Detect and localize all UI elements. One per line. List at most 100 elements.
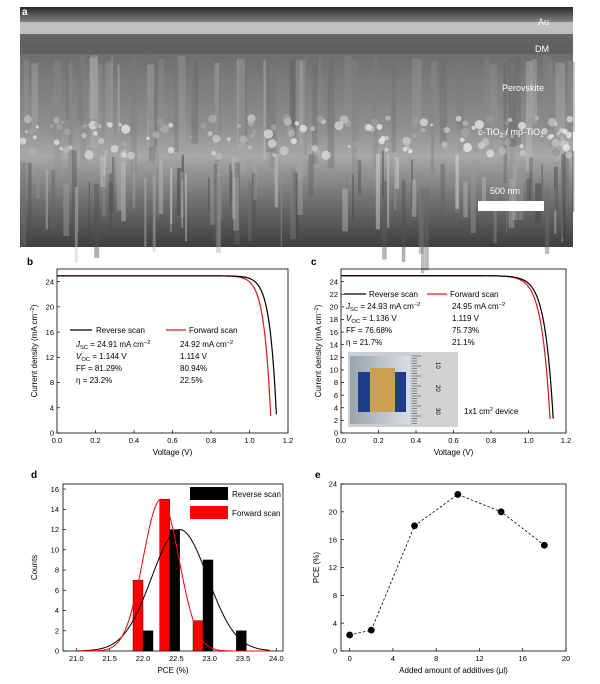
histogram-bar [192, 620, 204, 652]
sem-particle [456, 143, 464, 151]
sem-grain-streak [344, 55, 352, 116]
sem-particle [81, 124, 86, 130]
sem-particle [49, 123, 54, 129]
sem-particle [553, 122, 558, 127]
x-tick-label: 0.0 [52, 436, 62, 445]
sem-column-streak [213, 163, 218, 244]
scale-bar-label: 500 nm [490, 186, 520, 196]
sem-column-streak [88, 181, 90, 238]
sem-particle [287, 130, 295, 138]
sem-particle [92, 130, 98, 136]
metric-reverse: VOC = 1.144 V [76, 352, 127, 363]
y-axis-label: Counts [30, 555, 39, 580]
sem-particle [504, 121, 510, 126]
sem-particle [402, 136, 411, 146]
sem-particle [371, 118, 379, 127]
sem-grain-streak [130, 55, 137, 173]
sem-particle [251, 128, 258, 135]
sem-column-streak [117, 161, 122, 211]
sem-particle [215, 152, 223, 161]
sem-grain-streak [567, 60, 574, 150]
x-tick-label: 0.6 [448, 436, 458, 445]
sem-column-streak [21, 162, 27, 247]
sem-particle [84, 150, 94, 160]
sem-column-streak [94, 183, 100, 258]
sem-column-streak [529, 157, 533, 211]
panel-a: a Au DM Perovskite c-TiO2 / mp-TiO2 500 … [19, 7, 576, 274]
plot-frame [56, 268, 289, 434]
sem-particle [97, 124, 102, 129]
sem-particle [250, 134, 254, 138]
legend-forward-scan: Forward scan [232, 509, 280, 518]
sem-column-streak [381, 150, 384, 197]
sem-particle [19, 137, 27, 145]
sem-grain-streak [293, 59, 296, 124]
y-tick-label: 0 [50, 429, 54, 438]
y-tick-label: 16 [329, 535, 337, 544]
sem-column-streak [102, 176, 106, 217]
sem-particle [558, 141, 565, 147]
sem-particle [560, 136, 565, 141]
sem-column-streak [375, 153, 380, 230]
sem-grain-streak [149, 60, 158, 150]
sem-particle [498, 146, 507, 155]
sem-column-streak [342, 188, 348, 232]
sem-column-streak [352, 174, 354, 219]
sem-column-streak [297, 155, 303, 216]
y-tick-label: 8 [333, 591, 337, 600]
sem-particle [474, 120, 484, 130]
y-tick-label: 12 [51, 525, 59, 534]
x-tick-label: 16 [519, 654, 527, 663]
sem-particle [510, 134, 514, 139]
sem-particle [167, 146, 175, 154]
sem-grain-streak [265, 59, 276, 153]
sem-grain-streak [327, 58, 335, 169]
sem-particle [311, 145, 318, 152]
sem-column-streak [101, 154, 104, 191]
sem-particle [367, 124, 373, 130]
sem-column-streak [411, 179, 417, 217]
y-tick-label: 6 [334, 391, 338, 400]
sem-grain-streak [326, 58, 329, 132]
sem-particle [121, 124, 131, 134]
y-tick-label: 4 [334, 403, 338, 412]
sem-grain-streak [23, 59, 29, 125]
y-tick-label: 4 [55, 606, 59, 615]
x-tick-label: 21.0 [69, 654, 84, 663]
x-axis-label: Added amount of additives (µl) [399, 666, 508, 675]
sem-particle [97, 137, 105, 145]
sem-particle [247, 144, 253, 150]
sem-particle [118, 146, 125, 153]
sem-particle [59, 146, 63, 151]
sem-column-streak [440, 163, 445, 225]
sem-particle [272, 153, 276, 157]
metric-reverse: JSC = 24.91 mA cm−2 [75, 340, 150, 351]
sem-column-streak [109, 173, 112, 232]
data-point [540, 541, 548, 549]
sem-column-streak [420, 189, 425, 274]
sem-column-streak [563, 152, 569, 198]
sem-column-streak [157, 152, 159, 218]
sem-grain-streak [373, 55, 378, 169]
histogram-bar [169, 529, 180, 652]
sem-particle [412, 133, 416, 138]
sem-column-streak [357, 160, 362, 196]
device-size-label: 1x1 cm2 device [464, 407, 519, 416]
sem-particle [189, 135, 193, 139]
x-tick-label: 0.6 [167, 436, 177, 445]
sem-column-streak [561, 153, 566, 238]
sem-grain-streak [263, 60, 267, 160]
x-tick-label: 0.2 [90, 436, 100, 445]
y-tick-label: 0 [333, 647, 337, 656]
sem-grain-streak [94, 64, 102, 142]
sem-grain-streak [237, 57, 246, 176]
y-tick-label: 12 [46, 353, 54, 362]
sem-particle [62, 146, 70, 154]
sem-particle [290, 137, 297, 145]
sem-grain-streak [300, 60, 303, 146]
x-tick-label: 20 [562, 654, 570, 663]
panel-e: 0 4 8 12 16 20 0 4 8 12 16 20 24 Added amount of addi… [312, 470, 570, 675]
jv-curve-reverse-scan [57, 275, 277, 415]
sem-particle [160, 124, 170, 134]
sem-grain-streak [236, 60, 245, 147]
